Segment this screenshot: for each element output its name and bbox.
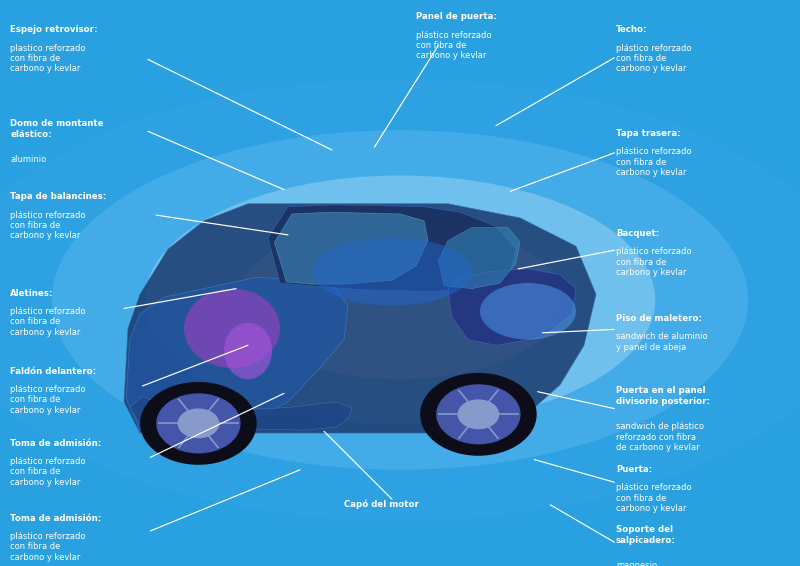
Text: Puerta en el panel
divisorio posterior:: Puerta en el panel divisorio posterior:	[616, 386, 710, 406]
Text: Capó del motor: Capó del motor	[344, 499, 419, 509]
Polygon shape	[124, 204, 596, 433]
Polygon shape	[126, 277, 348, 432]
Ellipse shape	[145, 175, 655, 424]
Ellipse shape	[52, 130, 748, 470]
Polygon shape	[274, 212, 428, 284]
Text: aluminio: aluminio	[10, 155, 46, 164]
Text: Tapa trasera:: Tapa trasera:	[616, 129, 681, 138]
Ellipse shape	[224, 323, 272, 379]
Text: plástico reforzado
con fibra de
carbono y kevlar: plástico reforzado con fibra de carbono …	[616, 44, 691, 74]
Text: Piso de maletero:: Piso de maletero:	[616, 314, 702, 323]
Ellipse shape	[312, 238, 472, 306]
Text: sandwich de aluminio
y panel de abeja: sandwich de aluminio y panel de abeja	[616, 332, 708, 351]
Ellipse shape	[184, 289, 280, 368]
Polygon shape	[268, 205, 516, 291]
Text: plástico reforzado
con fibra de
carbono y kevlar: plástico reforzado con fibra de carbono …	[616, 483, 691, 513]
Text: plástico reforzado
con fibra de
carbono y kevlar: plástico reforzado con fibra de carbono …	[10, 532, 86, 562]
Text: Toma de admisión:: Toma de admisión:	[10, 439, 102, 448]
Ellipse shape	[238, 221, 562, 379]
Circle shape	[421, 374, 536, 455]
Text: Espejo retrovisor:: Espejo retrovisor:	[10, 25, 98, 35]
Text: Aletines:: Aletines:	[10, 289, 54, 298]
Text: Bacquet:: Bacquet:	[616, 229, 659, 238]
Ellipse shape	[0, 79, 800, 521]
Circle shape	[458, 400, 498, 428]
Polygon shape	[130, 396, 352, 430]
Text: Tapa de balancines:: Tapa de balancines:	[10, 192, 106, 201]
Circle shape	[141, 383, 256, 464]
Text: Soporte del
salpicadero:: Soporte del salpicadero:	[616, 525, 676, 545]
Text: magnesio: magnesio	[616, 561, 657, 566]
Text: plástico reforzado
con fibra de
carbono y kevlar: plástico reforzado con fibra de carbono …	[10, 211, 86, 241]
Circle shape	[178, 409, 218, 438]
Text: plástico reforzado
con fibra de
carbono y kevlar: plástico reforzado con fibra de carbono …	[10, 385, 86, 415]
Polygon shape	[438, 228, 520, 289]
Text: Domo de montante
elástico:: Domo de montante elástico:	[10, 119, 104, 139]
Circle shape	[437, 385, 520, 444]
Text: Puerta:: Puerta:	[616, 465, 652, 474]
Text: Toma de admisión:: Toma de admisión:	[10, 514, 102, 523]
Text: plástico reforzado
con fibra de
carbono y kevlar: plástico reforzado con fibra de carbono …	[10, 307, 86, 337]
Polygon shape	[448, 269, 576, 345]
Text: plástico reforzado
con fibra de
carbono y kevlar: plástico reforzado con fibra de carbono …	[616, 247, 691, 277]
Text: plástico reforzado
con fibra de
carbono y kevlar: plástico reforzado con fibra de carbono …	[416, 31, 491, 61]
Text: sandwich de plástico
reforzado con fibra
de carbono y kevlar: sandwich de plástico reforzado con fibra…	[616, 422, 704, 452]
Circle shape	[157, 394, 240, 453]
Text: Panel de puerta:: Panel de puerta:	[416, 12, 497, 22]
Text: Faldón delantero:: Faldón delantero:	[10, 367, 97, 376]
Ellipse shape	[480, 283, 576, 340]
Text: plastico reforzado
con fibra de
carbono y kevlar: plastico reforzado con fibra de carbono …	[10, 44, 86, 74]
Text: Techo:: Techo:	[616, 25, 647, 35]
Text: plástico reforzado
con fibra de
carbono y kevlar: plástico reforzado con fibra de carbono …	[10, 457, 86, 487]
Text: plástico reforzado
con fibra de
carbono y kevlar: plástico reforzado con fibra de carbono …	[616, 147, 691, 177]
